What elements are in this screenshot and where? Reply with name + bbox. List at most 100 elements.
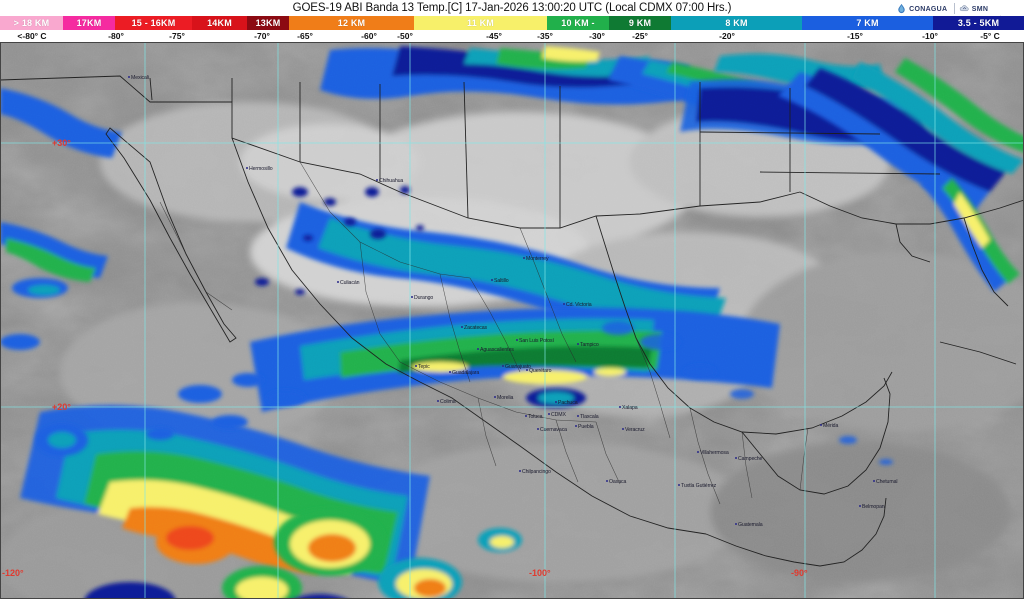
city-label: Veracruz xyxy=(625,427,645,433)
colorbar-tick-8: -35° xyxy=(537,31,553,41)
city-label: Cd. Victoria xyxy=(566,302,592,308)
city-marker xyxy=(516,339,518,341)
colorbar-segment-5: 12 KM xyxy=(289,16,414,30)
lat-30-label: +30° xyxy=(52,138,71,148)
city-marker xyxy=(873,480,875,482)
city-marker xyxy=(555,401,557,403)
colorbar-segment-label: 17KM xyxy=(76,18,102,28)
colorbar-segment-0: > 18 KM xyxy=(0,16,63,30)
logo-group: CONAGUA COMISIÓN NACIONAL DEL AGUA SMN S… xyxy=(896,0,1022,19)
city-marker xyxy=(575,425,577,427)
colorbar-segment-label: 8 KM xyxy=(725,18,748,28)
colorbar-tick-3: -70° xyxy=(254,31,270,41)
city-marker xyxy=(449,371,451,373)
lat-20-label: +20° xyxy=(52,402,71,412)
colorbar-segment-10: 7 KM xyxy=(802,16,933,30)
colorbar-segment-2: 15 - 16KM xyxy=(115,16,192,30)
city-marker xyxy=(376,179,378,181)
colorbar-segment-label: 10 KM - xyxy=(561,18,595,28)
colorbar-segment-1: 17KM xyxy=(63,16,115,30)
city-marker xyxy=(820,424,822,426)
colorbar-tick-labels: <-80° C -80° -75° -70° -65° -60° -50° -45° -35° -… xyxy=(0,30,1024,42)
city-label: Villahermosa xyxy=(700,450,729,456)
city-marker xyxy=(622,428,624,430)
colorbar-tick-2: -75° xyxy=(169,31,185,41)
colorbar-tick-5: -60° xyxy=(361,31,377,41)
colorbar-tick-7: -45° xyxy=(486,31,502,41)
lon-100-label: -100° xyxy=(529,568,551,578)
colorbar-segment-7: 10 KM - xyxy=(547,16,609,30)
city-marker xyxy=(502,365,504,367)
satellite-map[interactable]: +30° +20° -120° -100° -90° Mexicali Hermosill… xyxy=(0,42,1024,599)
satellite-imagery xyxy=(0,42,1024,599)
city-marker xyxy=(619,406,621,408)
city-marker xyxy=(519,470,521,472)
colorbar-segment-3: 14KM xyxy=(192,16,247,30)
city-marker xyxy=(577,343,579,345)
city-marker xyxy=(563,303,565,305)
city-label: Pachuca xyxy=(558,400,578,406)
city-marker xyxy=(523,257,525,259)
colorbar-segment-label: 15 - 16KM xyxy=(131,18,176,28)
city-marker xyxy=(411,296,413,298)
colorbar-segment-label: 7 KM xyxy=(856,18,879,28)
smn-logo-text: SMN xyxy=(971,5,989,13)
city-marker xyxy=(548,413,550,415)
city-label: Tepic xyxy=(418,364,430,370)
city-marker xyxy=(678,484,680,486)
city-label: Morelia xyxy=(497,395,514,401)
colorbar-tick-10: -25° xyxy=(632,31,648,41)
colorbar-tick-1: -80° xyxy=(108,31,124,41)
city-label: Toluca xyxy=(528,414,543,420)
page-title: GOES-19 ABI Banda 13 Temp.[C] 17-Jan-202… xyxy=(292,2,732,14)
colorbar-tick-14: -5° C xyxy=(980,31,1000,41)
city-label: Guatemala xyxy=(738,522,763,528)
state-boundary-layer xyxy=(159,161,809,505)
city-label: Cuernavaca xyxy=(540,427,567,433)
city-label: Chilpancingo xyxy=(522,469,551,475)
city-label: Querétaro xyxy=(529,368,552,374)
colorbar-tick-12: -15° xyxy=(847,31,863,41)
city-marker xyxy=(494,396,496,398)
colorbar-segment-6: 11 KM xyxy=(414,16,547,30)
city-marker xyxy=(526,369,528,371)
city-label: Tlaxcala xyxy=(580,414,599,420)
logo-divider xyxy=(953,2,955,14)
city-label: Monterrey xyxy=(526,256,549,262)
colorbar-segment-label: 9 KM xyxy=(628,18,652,28)
city-label: Xalapa xyxy=(622,405,638,411)
city-label: San Luis Potosí xyxy=(519,338,554,344)
city-label: Culiacán xyxy=(340,280,360,286)
lon-120-label: -120° xyxy=(2,568,24,578)
city-label: Zacatecas xyxy=(464,325,488,331)
colorbar-tick-9: -30° xyxy=(589,31,605,41)
colorbar-segment-label: 13KM xyxy=(255,18,281,28)
city-marker xyxy=(735,457,737,459)
colorbar-tick-6: -50° xyxy=(397,31,413,41)
city-label: Oaxaca xyxy=(609,479,627,485)
city-label: Chihuahua xyxy=(379,178,404,184)
city-label: Guadalajara xyxy=(452,370,480,376)
city-label: Hermosillo xyxy=(249,166,273,172)
city-label: Durango xyxy=(414,295,434,301)
city-label: Colima xyxy=(440,399,456,405)
colorbar-segment-label: 12 KM xyxy=(337,18,366,28)
lon-90-label: -90° xyxy=(791,568,808,578)
city-label: Mexicali xyxy=(131,75,149,81)
city-label: Aguascalientes xyxy=(480,347,514,353)
city-marker xyxy=(537,428,539,430)
coastline-layer xyxy=(0,75,1024,567)
city-marker xyxy=(461,326,463,328)
city-marker xyxy=(577,415,579,417)
colorbar-segment-4: 13KM xyxy=(247,16,289,30)
temperature-colorbar: > 18 KM 17KM 15 - 16KM 14KM 13KM 12 KM 11 KM 10… xyxy=(0,16,1024,30)
colorbar-tick-4: -65° xyxy=(297,31,313,41)
city-label: CDMX xyxy=(551,412,566,418)
cloud-icon xyxy=(959,4,969,11)
city-marker xyxy=(437,400,439,402)
city-label: Tuxtla Gutiérrez xyxy=(681,483,717,489)
city-marker xyxy=(491,279,493,281)
colorbar-segment-11: 3.5 - 5KM xyxy=(933,16,1024,30)
city-label: Chetumal xyxy=(876,479,898,485)
